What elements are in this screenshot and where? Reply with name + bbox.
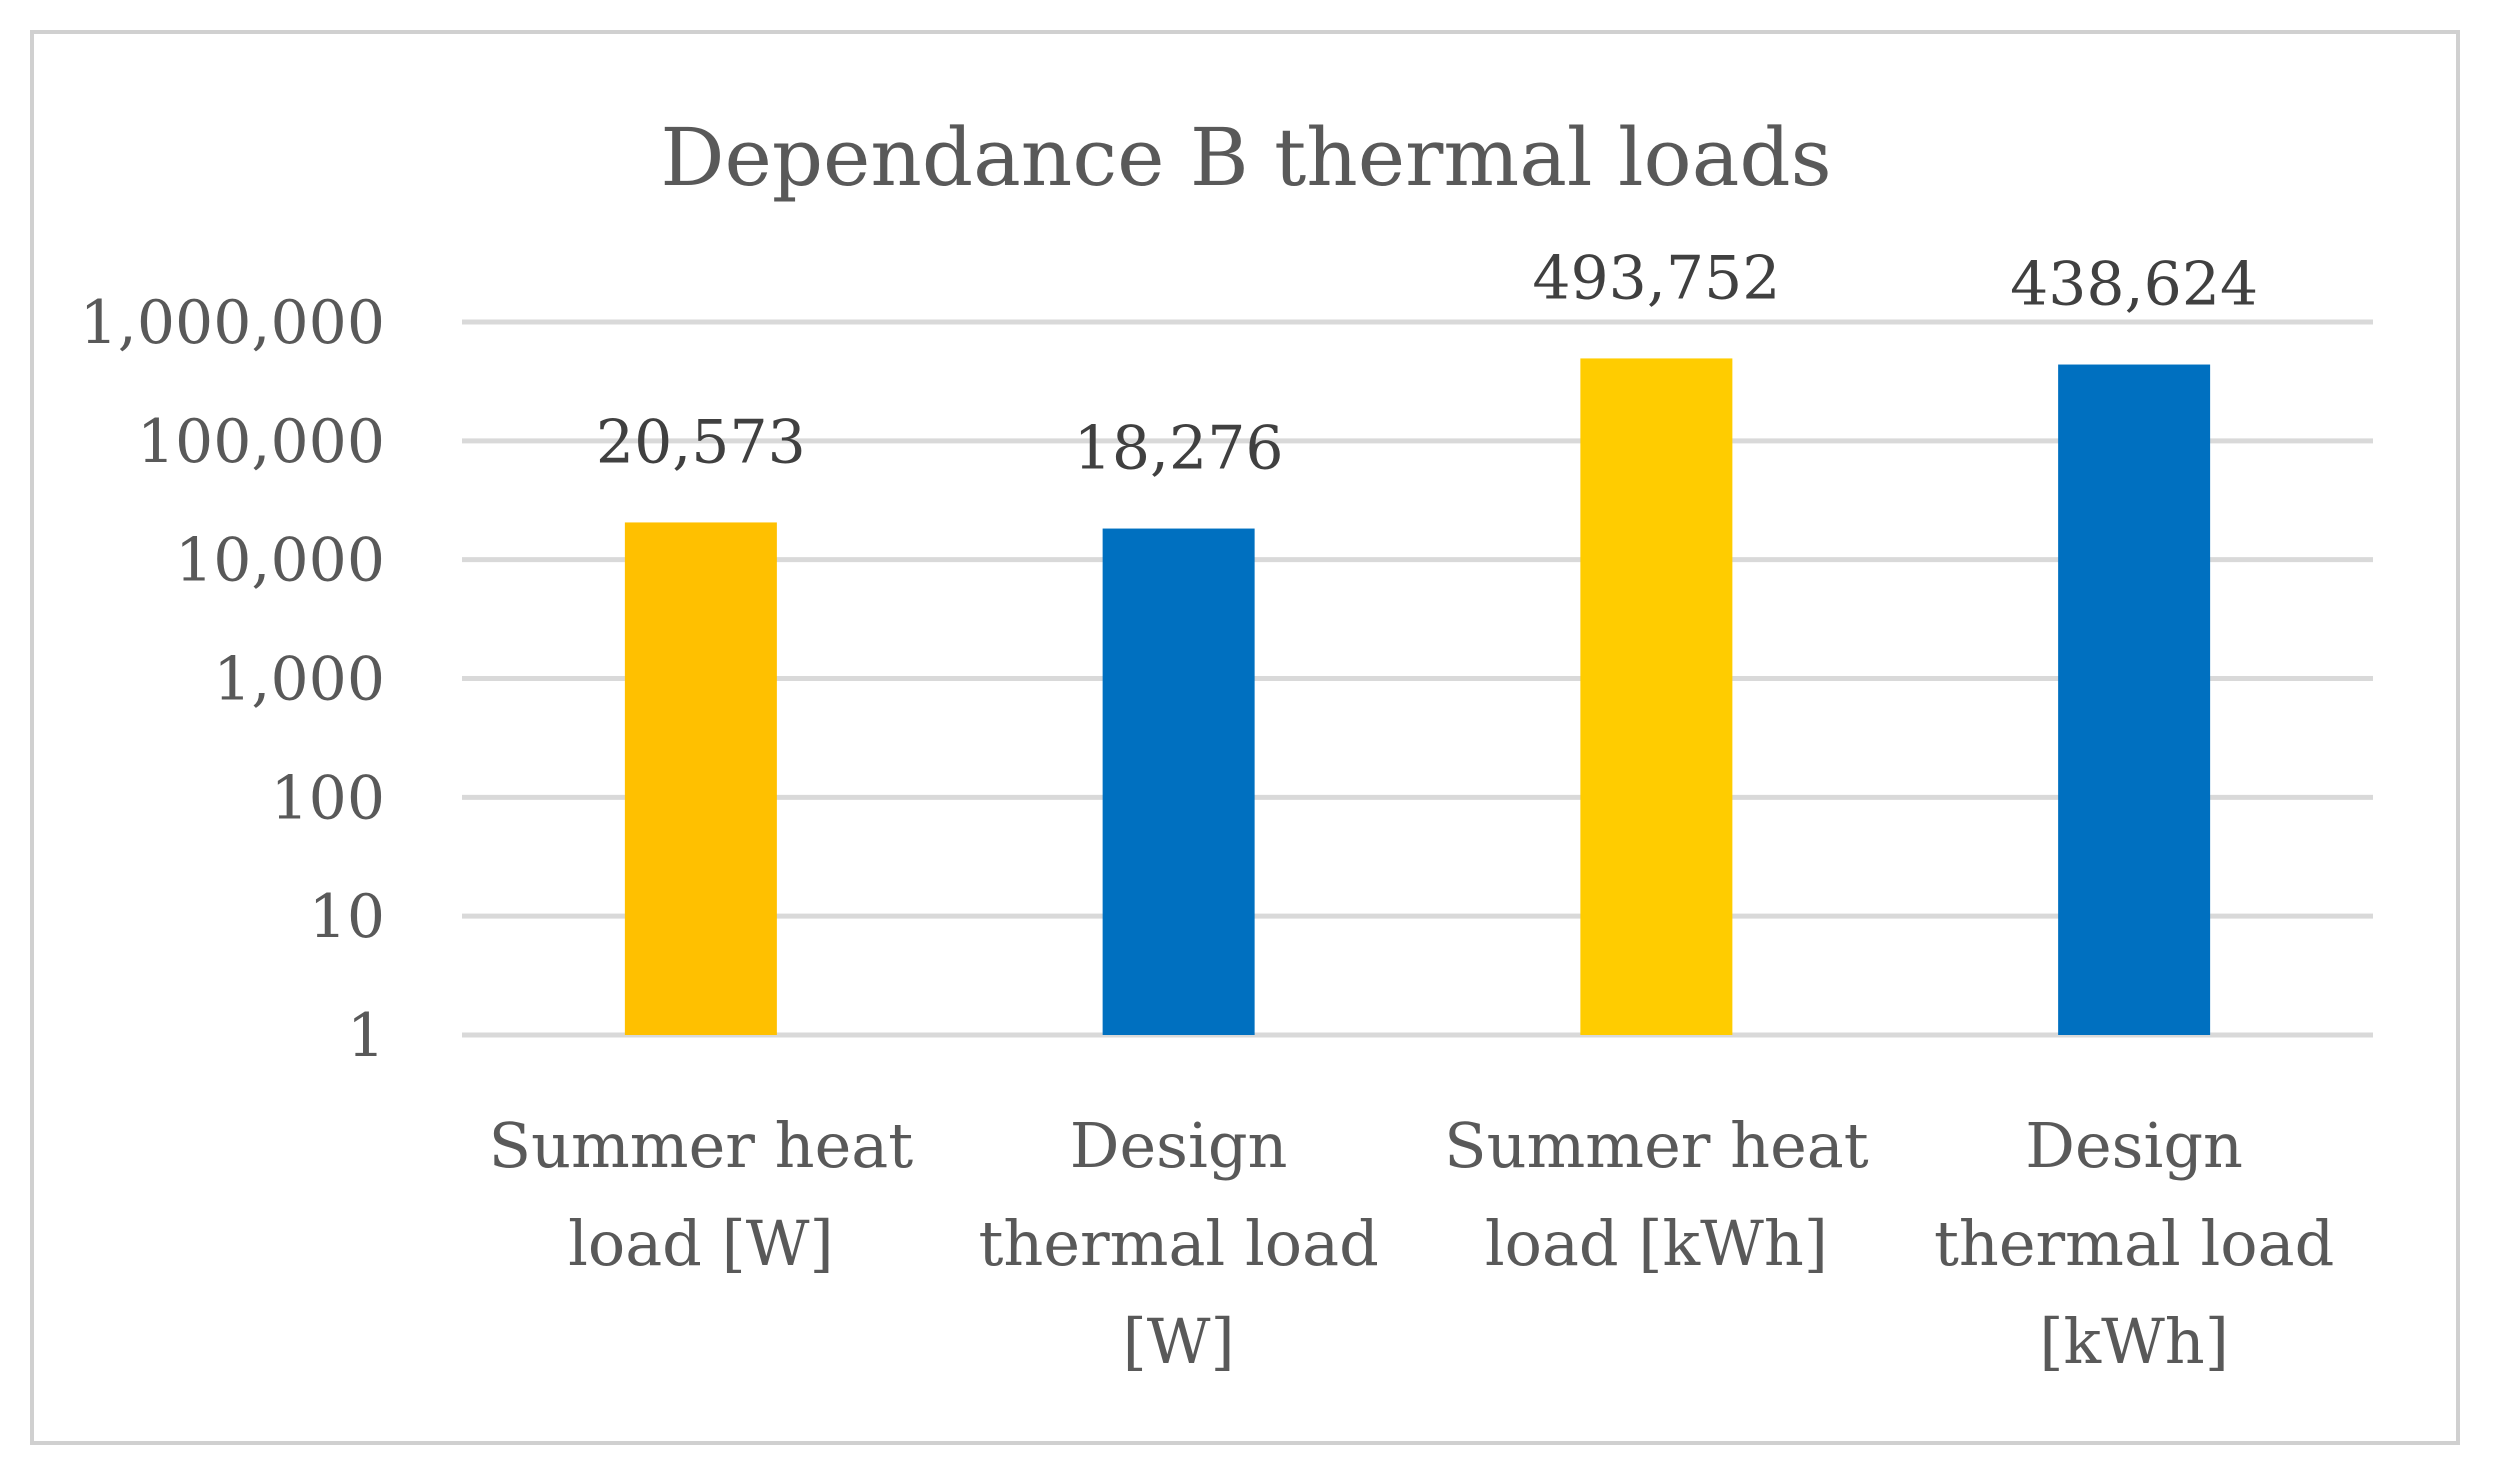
y-tick-label: 100,000 (137, 407, 385, 477)
y-tick-label: 100 (270, 763, 385, 833)
category-label: [W] (1123, 1305, 1235, 1378)
category-label: Summer heat (1444, 1109, 1869, 1182)
bar (1580, 358, 1733, 1035)
y-axis-tick-labels: 1 10 100 1,000 10,000 100,000 1,000,000 (80, 288, 385, 1071)
bars (624, 358, 2211, 1035)
data-label: 20,573 (596, 407, 806, 477)
chart-title: Dependance B thermal loads (660, 111, 1831, 204)
y-tick-label: 1 (347, 1001, 385, 1071)
data-labels: 20,573 18,276 493,752 438,624 (596, 243, 2258, 483)
y-tick-label: 1,000 (213, 645, 385, 715)
category-label: load [W] (568, 1207, 834, 1280)
category-label: load [kWh] (1485, 1207, 1828, 1280)
category-label: thermal load (1934, 1207, 2334, 1280)
bar (624, 522, 777, 1035)
y-tick-label: 1,000,000 (80, 288, 385, 358)
category-labels: Summer heat load [W] Design thermal load [W]… (489, 1109, 2335, 1378)
bar (2058, 364, 2211, 1035)
gridlines (462, 319, 2373, 1038)
y-tick-label: 10,000 (175, 526, 385, 596)
category-label: thermal load (978, 1207, 1378, 1280)
category-label: Summer heat (489, 1109, 914, 1182)
bar (1102, 528, 1255, 1035)
y-tick-label: 10 (309, 882, 385, 952)
data-label: 493,752 (1532, 243, 1780, 313)
category-label: [kWh] (2039, 1305, 2229, 1378)
data-label: 438,624 (2010, 250, 2258, 320)
category-label: Design (2025, 1109, 2243, 1182)
category-label: Design (1070, 1109, 1288, 1182)
data-label: 18,276 (1074, 414, 1284, 484)
